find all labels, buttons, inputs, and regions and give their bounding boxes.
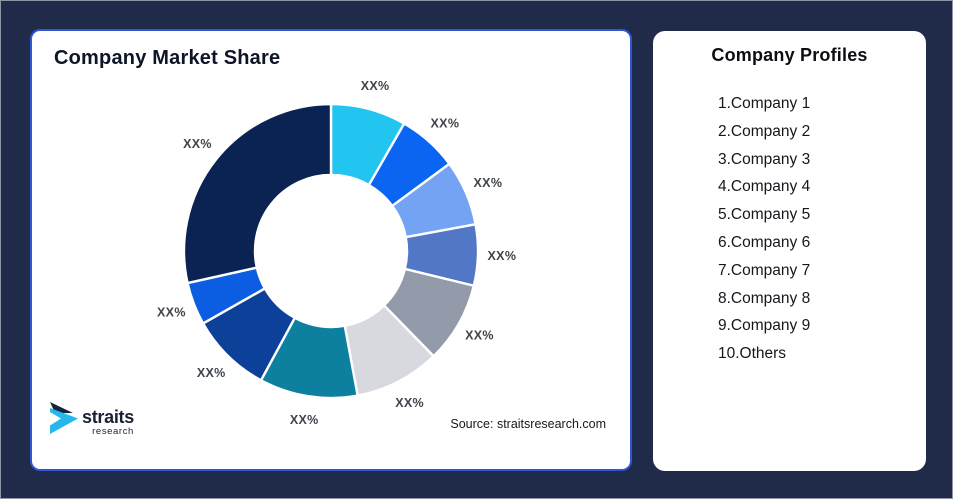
donut-segment-label-1: XX% [361, 79, 390, 93]
straits-logo-icon [50, 402, 78, 434]
donut-segment-label-8: XX% [197, 366, 226, 380]
list-item: 10.Others [718, 345, 787, 363]
profiles-list: 1.Company 1 2.Company 2 3.Company 3 4.Co… [718, 90, 926, 368]
list-item: 4.Company 4 [718, 178, 811, 196]
donut-segment-label-3: XX% [474, 176, 503, 190]
list-item: 8.Company 8 [718, 289, 811, 307]
donut-segment-label-2: XX% [431, 116, 460, 130]
list-item: 7.Company 7 [718, 261, 811, 279]
donut-segment-label-5: XX% [465, 329, 494, 343]
source-attribution: Source: straitsresearch.com [450, 417, 606, 431]
list-item: 2.Company 2 [718, 122, 811, 140]
profiles-title: Company Profiles [711, 45, 868, 65]
logo-subtitle: research [92, 426, 134, 437]
straits-research-logo: straits research [49, 402, 134, 437]
donut-segment-label-7: XX% [290, 413, 319, 427]
company-profiles-panel: Company Profiles 1.Company 1 2.Company 2… [653, 31, 926, 471]
market-share-donut-chart: XX% XX% XX% XX% XX% XX% XX% XX% XX% XX% [157, 79, 517, 427]
market-share-panel: Company Market Share XX% XX% XX% XX% XX% XX% X… [30, 29, 632, 471]
logo-text: straits research [82, 408, 134, 437]
donut-segment-label-9: XX% [157, 305, 186, 319]
list-item: 5.Company 5 [718, 206, 811, 224]
chart-title: Company Market Share [54, 47, 281, 69]
donut-segment-label-10: XX% [183, 137, 212, 151]
donut-segment-label-4: XX% [488, 249, 517, 263]
list-item: 9.Company 9 [718, 317, 811, 335]
list-item: 1.Company 1 [718, 95, 811, 112]
list-item: 3.Company 3 [718, 150, 811, 168]
donut-segment-label-6: XX% [395, 396, 424, 410]
logo-name: straits [82, 407, 134, 427]
list-item: 6.Company 6 [718, 233, 811, 251]
donut-segment-10 [182, 102, 333, 285]
